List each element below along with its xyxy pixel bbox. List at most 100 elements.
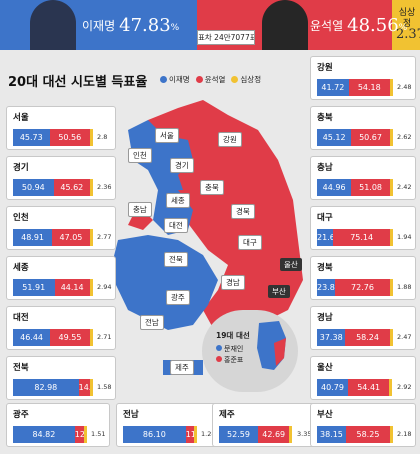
sim-name: 심상정: [398, 8, 416, 29]
yoon-segment: 47.05: [52, 229, 90, 246]
lee-segment: 23.80: [317, 279, 335, 296]
region-panel-right-3: 대구 21.6075.14 1.94: [310, 206, 416, 250]
sim-segment: [90, 379, 93, 396]
lee-name: 이재명: [82, 19, 116, 33]
legend-lee: 이재명: [160, 74, 190, 85]
region-name: 경남: [317, 313, 333, 323]
sim-segment: [389, 79, 393, 96]
region-name: 부산: [317, 410, 333, 420]
sim-segment: [89, 229, 93, 246]
sim-segment: [84, 426, 87, 443]
inset-title: 19대 대선: [216, 331, 250, 340]
lee-segment: 44.96: [317, 179, 352, 196]
vote-gap: 표차 24만7077표: [197, 30, 255, 45]
sim-value: 1.28: [201, 430, 216, 438]
yoon-segment: 50.56: [49, 129, 90, 146]
lee-segment: 84.82: [13, 426, 75, 443]
region-name: 전북: [13, 363, 29, 373]
map-label-gangwon: 강원: [218, 132, 242, 147]
legend-sim: 심상정: [231, 74, 261, 85]
map-label-jeonbuk: 전북: [164, 252, 188, 267]
region-name: 충남: [317, 163, 333, 173]
yoon-segment: 44.14: [54, 279, 90, 296]
region-panel-left-1: 경기 50.94 45.62 2.36: [6, 156, 116, 200]
sim-value: 2.92: [397, 383, 412, 391]
map-label-gwangju: 광주: [166, 290, 190, 305]
sim-value: 2.18: [397, 430, 412, 438]
map-label-sejong: 세종: [166, 193, 190, 208]
map-label-busan: 부산: [268, 285, 290, 298]
yoon-segment: 42.69: [257, 426, 290, 443]
yoon-segment: 58.25: [345, 426, 391, 443]
lee-segment: 41.72: [317, 79, 349, 96]
region-panel-right-4: 경북 23.8072.76 1.88: [310, 256, 416, 300]
map-label-jeju: 제주: [170, 360, 194, 375]
map-label-seoul: 서울: [155, 128, 179, 143]
map-label-daejeon: 대전: [164, 218, 188, 233]
region-name: 제주: [219, 410, 235, 420]
lee-photo: [30, 0, 76, 50]
lee-segment: 45.12: [317, 129, 352, 146]
region-panel-bottom-3: 부산 38.15 58.25 2.18: [310, 403, 416, 447]
yoon-result: 윤석열 48.56%: [310, 15, 407, 36]
yoon-segment: 50.67: [351, 129, 390, 146]
map-label-incheon: 인천: [128, 148, 152, 163]
lee-result: 이재명 47.83%: [82, 15, 179, 36]
yoon-segment: 45.62: [53, 179, 90, 196]
sim-segment: [89, 329, 93, 346]
honam: [113, 235, 218, 330]
vote-bar: 41.72 54.18: [317, 79, 393, 96]
legend: 이재명 윤석열 심상정: [160, 74, 261, 85]
region-name: 전남: [123, 410, 139, 420]
vote-bar: 38.15 58.25: [317, 426, 393, 443]
sim-value: 1.51: [91, 430, 106, 438]
vote-bar: 40.79 54.41: [317, 379, 393, 396]
map-label-chungnam: 충남: [128, 202, 152, 217]
sim-segment: [90, 129, 93, 146]
lee-segment: 38.15: [317, 426, 346, 443]
region-panel-right-1: 충북 45.12 50.67 2.62: [310, 106, 416, 150]
vote-bar: 45.12 50.67: [317, 129, 393, 146]
yoon-segment: 54.41: [348, 379, 390, 396]
sim-value: 2.62: [397, 133, 412, 141]
lee-pct: 47.83: [119, 15, 171, 36]
region-name: 광주: [13, 410, 29, 420]
yoon-segment: 14.42: [78, 379, 91, 396]
map-label-jeonnam: 전남: [140, 315, 164, 330]
vote-bar: 46.44 49.55: [13, 329, 93, 346]
sim-segment: [289, 426, 293, 443]
region-name: 서울: [13, 113, 29, 123]
region-name: 대전: [13, 313, 29, 323]
legend-yoon: 윤석열: [195, 74, 225, 85]
vote-bar: 44.96 51.08: [317, 179, 393, 196]
yoon-pct: 48.56: [347, 15, 399, 36]
sim-segment: [390, 229, 393, 246]
sim-segment: [389, 329, 393, 346]
map-label-ulsan: 울산: [280, 258, 302, 271]
yoon-segment: 51.08: [351, 179, 390, 196]
yoon-segment: 12.72: [74, 426, 85, 443]
sim-value: 2.8: [97, 133, 108, 141]
sim-value: 2.48: [397, 83, 412, 91]
lee-segment: 86.10: [123, 426, 186, 443]
yoon-photo: [262, 0, 308, 50]
inset-map: [257, 321, 286, 370]
lee-segment: 45.73: [13, 129, 50, 146]
map-label-gyeongbuk: 경북: [231, 204, 255, 219]
region-panel-right-6: 울산 40.79 54.41 2.92: [310, 356, 416, 400]
inset-19th: 19대 대선 문재인 홍준표: [202, 310, 298, 392]
lee-segment: 40.79: [317, 379, 348, 396]
map-label-chungbuk: 충북: [200, 180, 224, 195]
sim-value: 2.36: [97, 183, 112, 191]
lee-segment: 51.91: [13, 279, 55, 296]
region-panel-right-0: 강원 41.72 54.18 2.48: [310, 56, 416, 100]
yoon-segment: 72.76: [334, 279, 391, 296]
map-label-daegu: 대구: [238, 235, 262, 250]
region-panel-left-3: 세종 51.91 44.14 2.94: [6, 256, 116, 300]
sim-value: 3.35: [297, 430, 312, 438]
vote-bar: 52.59 42.69: [219, 426, 293, 443]
